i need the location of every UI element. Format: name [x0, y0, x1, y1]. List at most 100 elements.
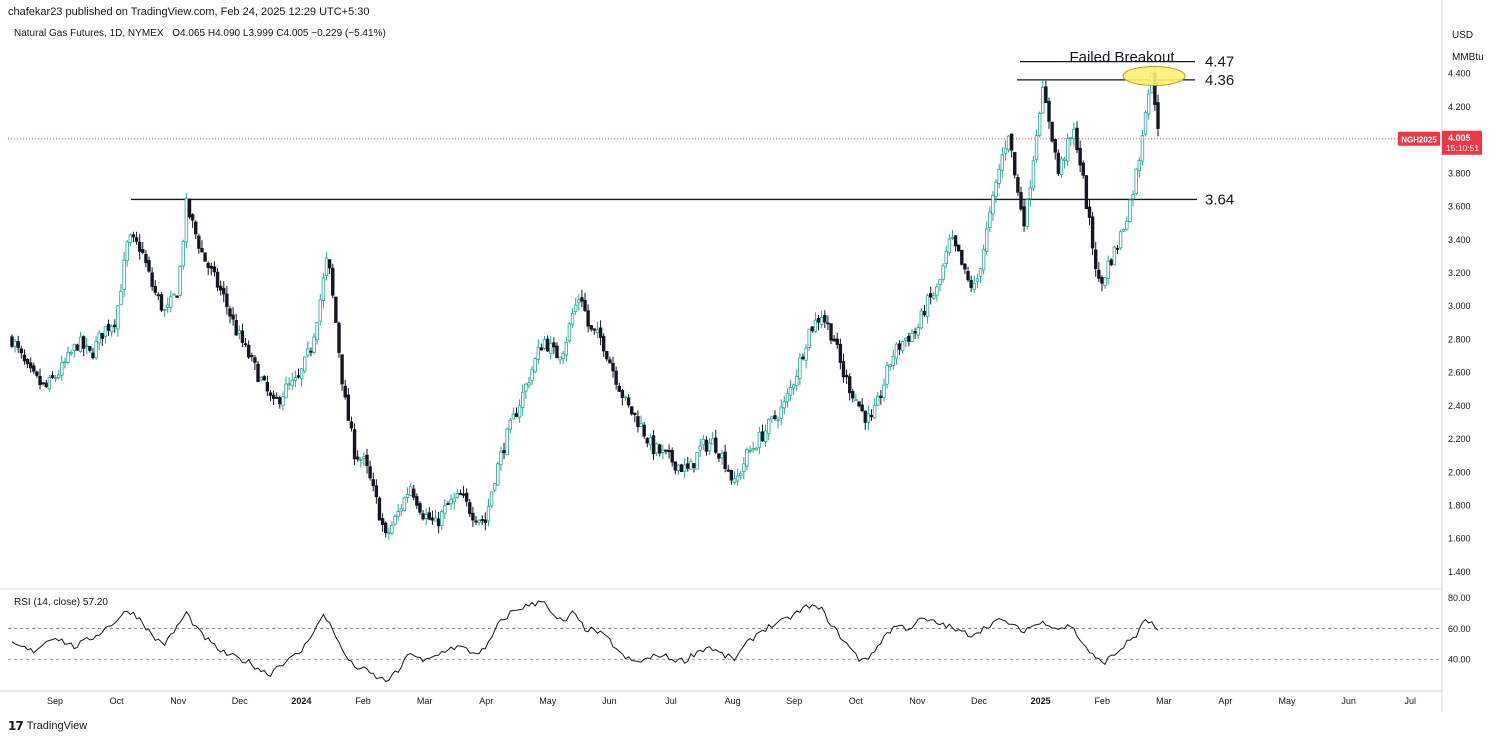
candle-body	[701, 438, 706, 446]
candle-body	[1143, 112, 1148, 135]
candle-body	[268, 392, 273, 396]
candle-body	[22, 354, 27, 362]
candle-body	[823, 315, 827, 323]
candle-body	[443, 505, 447, 514]
annotations: 4.474.36 3.64 Failed Breakout	[1069, 49, 1234, 208]
candle-body	[872, 404, 877, 419]
candle-body	[137, 241, 142, 252]
candle-body	[505, 428, 509, 456]
candle-body	[275, 396, 279, 399]
ohlc-values: O4.065 H4.090 L3.999 C4.005 −0.229 (−5.4…	[172, 28, 386, 39]
candle-body	[866, 413, 871, 423]
candle-body	[910, 333, 914, 343]
candle-body	[782, 401, 787, 409]
price-tag	[1442, 130, 1482, 155]
candle-body	[256, 363, 260, 383]
candle-body	[66, 351, 70, 363]
candle-body	[558, 356, 562, 361]
candle-body	[284, 383, 288, 399]
candle-body	[315, 322, 319, 340]
candle-body	[452, 497, 456, 503]
candle-body	[801, 356, 805, 360]
candle-body	[281, 396, 285, 406]
candle-body	[904, 337, 908, 341]
candle-body	[1125, 220, 1129, 230]
candle-body	[489, 491, 494, 507]
candle-body	[290, 379, 294, 387]
level-label: 3.64	[1205, 191, 1234, 208]
candle-body	[85, 344, 89, 347]
candle-body	[13, 341, 17, 347]
price-tick-label: 3.400	[1448, 235, 1471, 245]
time-tick-label: Aug	[725, 696, 741, 706]
candle-body	[757, 431, 762, 448]
candle-body	[190, 214, 195, 221]
candle-body	[334, 296, 338, 323]
candle-body	[287, 383, 291, 386]
candle-body	[636, 416, 640, 428]
candle-body	[178, 266, 182, 296]
candle-body	[583, 299, 587, 311]
candle-body	[181, 241, 185, 267]
candle-body	[1000, 154, 1004, 171]
candle-body	[524, 383, 528, 392]
candle-body	[885, 365, 889, 385]
footer-brand[interactable]: 𝟭𝟳 TradingView	[8, 719, 87, 733]
candle-body	[141, 249, 145, 253]
candle-body	[405, 494, 410, 498]
candle-body	[1137, 160, 1142, 172]
candle-body	[767, 418, 771, 434]
candle-body	[888, 364, 892, 367]
candle-body	[483, 519, 488, 523]
candle-body	[1044, 86, 1048, 104]
candle-body	[371, 479, 375, 487]
candle-body	[203, 252, 207, 262]
candle-body	[1090, 216, 1095, 249]
price-tick-label: 2.400	[1448, 401, 1471, 411]
candle-body	[841, 361, 846, 378]
candle-body	[1056, 152, 1061, 174]
symbol-legend[interactable]: Natural Gas Futures, 1D, NYMEX O4.065 H4…	[14, 28, 386, 39]
candle-body	[212, 266, 217, 273]
candle-body	[1078, 147, 1082, 166]
candle-body	[739, 473, 743, 476]
candle-body	[1053, 138, 1057, 153]
candle-body	[795, 375, 799, 386]
candle-body	[496, 463, 500, 486]
candle-body	[480, 519, 484, 521]
candle-body	[1003, 147, 1008, 154]
candle-body	[810, 326, 815, 332]
candle-body	[103, 326, 108, 337]
time-tick-label: Feb	[1094, 696, 1110, 706]
candle-body	[1115, 247, 1120, 250]
candle-body	[832, 338, 836, 342]
price-tick-label: 4.200	[1448, 102, 1471, 112]
candle-body	[383, 522, 388, 534]
candle-body	[994, 181, 998, 197]
candle-body	[368, 466, 372, 479]
candle-body	[804, 347, 808, 361]
candle-body	[1047, 101, 1051, 122]
candle-body	[891, 355, 895, 366]
candle-body	[1028, 187, 1033, 199]
candle-body	[327, 259, 332, 269]
candle-body	[972, 282, 976, 290]
candle-body	[486, 506, 491, 522]
rsi-tick-label: 80.00	[1448, 593, 1471, 603]
candle-body	[981, 248, 986, 271]
candle-body	[947, 238, 952, 254]
rsi-legend[interactable]: RSI (14, close) 57.20	[14, 597, 108, 608]
candle-body	[813, 319, 818, 333]
candlestick-series	[10, 65, 1160, 540]
candle-body	[925, 295, 930, 317]
candle-body	[418, 503, 422, 513]
time-tick-label: Dec	[971, 696, 988, 706]
candle-body	[851, 391, 855, 399]
candle-body	[729, 470, 734, 481]
candle-body	[689, 461, 693, 470]
candle-body	[536, 347, 540, 360]
candle-body	[1087, 206, 1092, 218]
candle-body	[215, 271, 220, 288]
candle-body	[707, 442, 712, 452]
